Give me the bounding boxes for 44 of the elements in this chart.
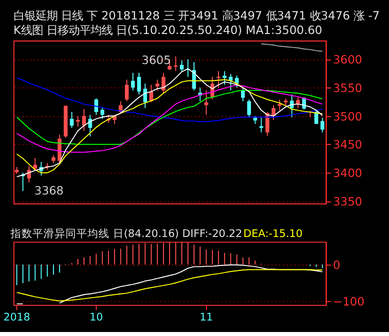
- y-tick-label: 3400: [332, 166, 362, 180]
- candlestick: [137, 72, 141, 95]
- candlestick: [278, 99, 282, 111]
- candlestick: [130, 72, 135, 91]
- candlestick: [88, 114, 92, 137]
- candlestick: [296, 96, 300, 108]
- candlestick: [216, 70, 220, 88]
- candlestick: [247, 99, 251, 118]
- x-tick-label: 2018: [3, 312, 30, 324]
- y-tick-label: 3600: [332, 52, 362, 67]
- y-tick-label: 3500: [332, 109, 362, 124]
- candlestick: [76, 115, 80, 128]
- candlestick: [100, 108, 104, 120]
- candlestick: [58, 134, 62, 164]
- y-tick-label: 0: [332, 258, 340, 272]
- candlestick: [155, 79, 160, 91]
- chart-subtitle: DEA:-15.10: [243, 228, 303, 240]
- candlestick: [27, 165, 31, 183]
- candlestick: [222, 70, 227, 86]
- candlestick: [241, 87, 245, 102]
- y-tick-label: 3350: [332, 194, 362, 208]
- x-tick-label: 10: [90, 312, 103, 324]
- candlestick: [290, 94, 294, 118]
- x-tick-label: 11: [200, 312, 213, 324]
- y-tick-label: 3550: [332, 80, 362, 95]
- candlestick: [180, 60, 184, 72]
- candlestick: [162, 72, 166, 94]
- chart-title: 白银延期 日线 下 20181128 三 开3491 高3497 低3471 收3476 涨 -7: [13, 8, 380, 22]
- y-tick-label: 3450: [332, 138, 362, 152]
- chart-subtitle: K线图 日移动平均线 日(5.10.20.25.50.240) MA1:3500.60: [13, 22, 322, 37]
- chart-title: 指数平滑异同平均线 日(84.20.16) DIFF:-20.22: [10, 226, 242, 240]
- y-tick-label: −100: [332, 294, 364, 309]
- line-series: [260, 43, 323, 52]
- annotation: 3368: [34, 184, 64, 198]
- candlestick: [265, 112, 270, 136]
- annotation: 3605: [142, 53, 171, 68]
- candlestick: [124, 79, 129, 102]
- candlestick: [82, 108, 86, 132]
- candlestick: [259, 117, 264, 133]
- candlestick: [192, 62, 196, 91]
- candlestick: [272, 104, 276, 120]
- candlestick: [112, 114, 116, 124]
- candlestick: [320, 117, 324, 133]
- candlestick: [143, 83, 148, 108]
